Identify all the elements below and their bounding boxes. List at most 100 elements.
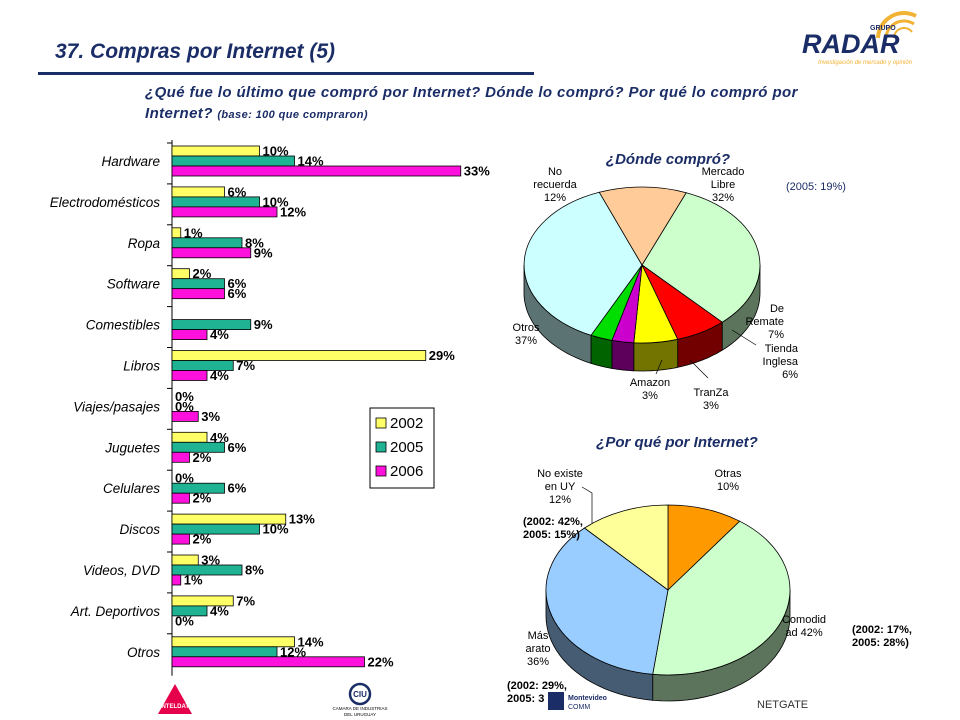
bar-2005 xyxy=(171,441,225,453)
pie-slice xyxy=(652,520,791,676)
label-no-recuerda: No xyxy=(548,166,562,178)
ciu-sub2: DEL URUGUAY xyxy=(344,712,376,717)
ciu-sub1: CAMARA DE INDUSTRIAS xyxy=(332,706,387,711)
survey-question: ¿Qué fue lo último que compró por Intern… xyxy=(145,82,865,126)
bar-2006 xyxy=(171,410,199,422)
bar-2006 xyxy=(171,329,208,341)
label-amazon: 3% xyxy=(642,390,658,402)
bar-value-label: 9% xyxy=(254,317,273,332)
pie-side xyxy=(633,338,679,372)
bar-value-label: 6% xyxy=(228,481,247,496)
label-comodidad: ad 42% xyxy=(785,627,823,639)
comm-text: COMM xyxy=(568,704,590,711)
category-label: Libros xyxy=(123,359,160,374)
pie-title-why: ¿Por qué por Internet? xyxy=(596,434,758,451)
bar-2005 xyxy=(171,278,225,290)
note-comodidad: 2005: 28%) xyxy=(852,637,909,649)
legend-swatch-2002 xyxy=(375,417,387,429)
bar-value-label: 4% xyxy=(210,368,229,383)
category-label: Viajes/pasajes xyxy=(73,399,160,414)
bar-value-label: 6% xyxy=(228,286,247,301)
bar-2005 xyxy=(171,196,260,208)
pie-slice xyxy=(523,191,643,336)
note-mas-barato: (2002: 29%, xyxy=(507,680,567,692)
bar-2002 xyxy=(171,145,260,157)
legend-swatch-2005 xyxy=(375,441,387,453)
bar-value-label: 6% xyxy=(228,184,247,199)
bar-value-label: 3% xyxy=(201,409,220,424)
label-mas-barato: arato xyxy=(525,643,550,655)
bar-2005 xyxy=(171,155,295,167)
bar-2006 xyxy=(171,206,278,218)
bar-value-label: 22% xyxy=(368,654,394,669)
ciu-text: CIU xyxy=(353,690,367,699)
bar-value-label: 0% xyxy=(175,399,194,414)
category-label: Electrodomésticos xyxy=(50,195,161,210)
bar-chart: Hardware10%14%33%Electrodomésticos6%10%1… xyxy=(50,140,490,676)
bar-value-label: 8% xyxy=(245,235,264,250)
note-comodidad: (2002: 17%, xyxy=(852,624,912,636)
bar-2006 xyxy=(171,492,190,504)
label-otros: Otros xyxy=(513,322,540,334)
bar-2002 xyxy=(171,227,182,239)
label-tienda-inglesa: Inglesa xyxy=(763,356,799,368)
bar-2006 xyxy=(171,451,190,463)
pie-slice xyxy=(641,192,761,323)
label-otros: 37% xyxy=(515,335,537,347)
label-mas-barato: Más xyxy=(528,630,549,642)
anteldata-text: ANTELDATA xyxy=(157,704,193,710)
bar-value-label: 8% xyxy=(245,563,264,578)
radar-name-text: RADAR xyxy=(802,29,900,59)
label-otras: 10% xyxy=(717,481,739,493)
label-mercado-libre: Mercado xyxy=(702,166,745,178)
radar-group-text: GRUPO xyxy=(870,25,896,32)
bar-value-label: 14% xyxy=(298,154,324,169)
label-mercado-libre: Libre xyxy=(711,179,735,191)
pie-slice xyxy=(598,186,687,266)
label-amazon: Amazon xyxy=(630,377,670,389)
bar-2002 xyxy=(171,186,225,198)
label-de-remate: De xyxy=(770,303,784,315)
category-label: Art. Deportivos xyxy=(70,604,161,619)
bar-value-label: 4% xyxy=(210,603,229,618)
pie-slice xyxy=(667,504,741,591)
category-label: Celulares xyxy=(103,481,160,496)
bar-2002 xyxy=(171,636,295,648)
bar-2006 xyxy=(171,656,365,668)
legend-label-2002: 2002 xyxy=(390,415,423,432)
bar-value-label: 2% xyxy=(193,491,212,506)
bar-2006 xyxy=(171,574,182,586)
bar-2005 xyxy=(171,237,243,249)
bar-value-label: 4% xyxy=(210,327,229,342)
bar-2002 xyxy=(171,350,427,361)
bar-value-label: 4% xyxy=(210,430,229,445)
label-de-remate: 7% xyxy=(768,329,784,341)
label-mercado-libre: 32% xyxy=(712,192,734,204)
bar-value-label: 6% xyxy=(228,440,247,455)
pie-side xyxy=(590,334,613,369)
pie-slice xyxy=(545,527,669,675)
bar-value-label: 10% xyxy=(263,144,289,159)
bar-value-label: 1% xyxy=(184,225,203,240)
label-de-remate: Remate xyxy=(745,316,784,328)
note-no-existe: 2005: 15%) xyxy=(523,529,580,541)
label-tienda-inglesa: 6% xyxy=(782,369,798,381)
ciu-logo: CIU CAMARA DE INDUSTRIAS DEL URUGUAY xyxy=(332,682,388,717)
bar-2005 xyxy=(171,482,225,494)
bar-value-label: 12% xyxy=(280,204,306,219)
note-no-existe: (2002: 42%, xyxy=(523,516,583,528)
title-underline xyxy=(38,72,534,75)
category-label: Otros xyxy=(127,645,160,660)
leader-tranza xyxy=(689,359,709,379)
bar-2005 xyxy=(171,564,243,576)
bar-value-label: 2% xyxy=(193,450,212,465)
pie-title-where: ¿Dónde compró? xyxy=(606,151,730,168)
bar-value-label: 0% xyxy=(175,471,194,486)
legend-label-2005: 2005 xyxy=(390,439,423,456)
bar-value-label: 9% xyxy=(254,245,273,260)
bar-value-label: 14% xyxy=(298,634,324,649)
montevideo-text: Montevideo xyxy=(568,695,607,702)
leader-no-existe xyxy=(581,486,593,523)
category-label: Discos xyxy=(119,522,160,537)
